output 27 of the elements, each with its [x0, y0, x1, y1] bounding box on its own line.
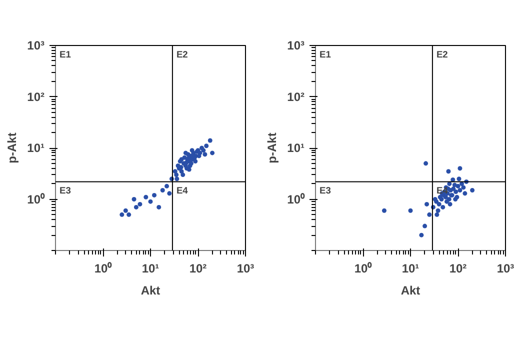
y-tick-label: 10³ [287, 38, 305, 52]
x-axis-title: Akt [400, 284, 420, 298]
y-tick-label: 10⁰ [27, 192, 46, 206]
x-axis-title: Akt [140, 284, 160, 298]
annotation: E1 [60, 50, 71, 60]
annotation: E2 [176, 50, 188, 60]
x-tick-label: 10² [189, 262, 207, 276]
y-axis-title: p-Akt [265, 132, 280, 164]
x-tick-label: 10¹ [402, 262, 420, 276]
annotation: E3 [60, 186, 71, 196]
x-tick-label: 10¹ [142, 262, 160, 276]
y-tick-label: 10³ [27, 38, 45, 52]
annotation: E4 [176, 186, 189, 196]
y-tick-label: 10² [27, 90, 45, 104]
x-tick-label: 10⁰ [354, 262, 373, 276]
annotation: E3 [320, 186, 331, 196]
y-tick-label: 10¹ [287, 141, 305, 155]
x-tick-label: 10⁰ [94, 262, 113, 276]
annotation: E2 [436, 50, 448, 60]
y-axis-title: p-Akt [5, 132, 20, 164]
y-tick-label: 10¹ [27, 141, 45, 155]
annotation: E1 [320, 50, 331, 60]
y-tick-label: 10² [287, 90, 305, 104]
x-tick-label: 10³ [496, 262, 514, 276]
y-tick-label: 10⁰ [287, 192, 306, 206]
x-tick-label: 10² [449, 262, 467, 276]
x-tick-label: 10³ [236, 262, 254, 276]
